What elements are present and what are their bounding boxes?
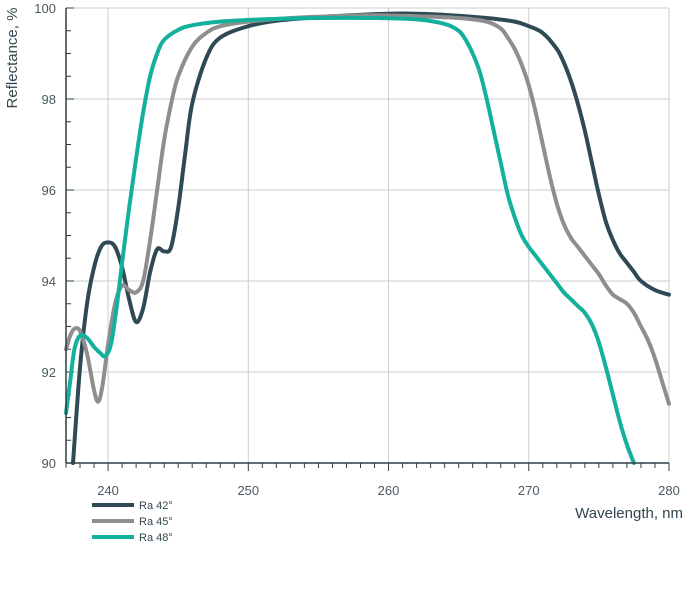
y-tick-label: 94 [42,274,56,289]
tick-labels: 240 250 260 270 280 90 92 94 96 98 100 [34,1,680,498]
axes [65,8,669,464]
y-axis-title: Reflectance, % [4,8,21,109]
x-tick-label: 250 [237,483,259,498]
legend-label-3: Ra 48° [139,532,173,544]
y-tick-label: 100 [34,1,56,16]
legend-label-1: Ra 42° [139,500,173,512]
x-tick-label: 240 [97,483,119,498]
y-tick-label: 96 [42,183,56,198]
series-line-3 [64,15,636,465]
series-line-2 [64,13,671,406]
minor-ticks [65,7,670,471]
x-tick-label: 270 [518,483,540,498]
legend-label-2: Ra 45° [139,516,173,528]
y-tick-label: 92 [42,365,56,380]
x-axis-title: Wavelength, nm [575,505,682,522]
grid-lines [66,7,670,464]
series-line-1 [71,11,671,465]
x-tick-label: 260 [378,483,400,498]
legend: Ra 42° Ra 45° Ra 48° [92,500,173,544]
y-tick-label: 98 [42,92,56,107]
series-lines [64,11,671,465]
x-tick-label: 280 [658,483,680,498]
y-tick-label: 90 [42,456,56,471]
